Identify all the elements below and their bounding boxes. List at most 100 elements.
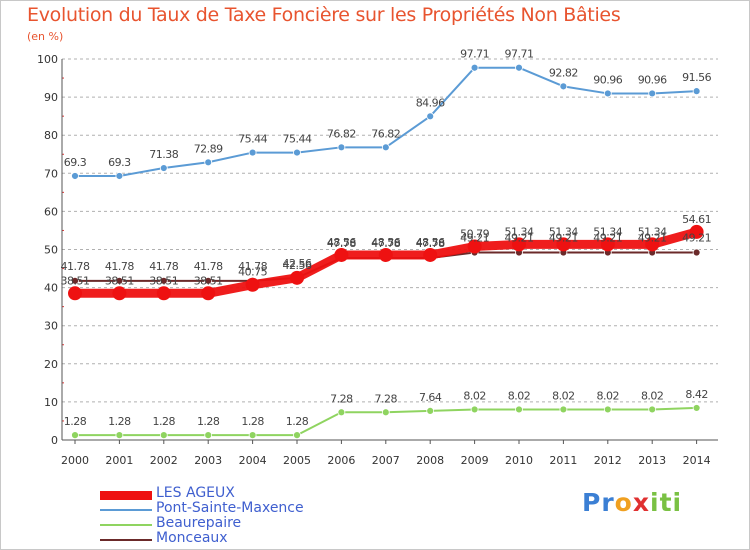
data-point (115, 172, 124, 180)
x-tick-label: 2011 (549, 454, 577, 467)
data-point (159, 431, 168, 440)
x-tick-label: 2013 (638, 454, 666, 467)
data-point (467, 239, 482, 254)
x-tick-label: 2009 (461, 454, 489, 467)
data-label: 75.44 (283, 133, 312, 146)
y-tick-label: 40 (44, 282, 58, 295)
data-label: 91.56 (682, 71, 711, 84)
data-label: 48.56 (371, 236, 400, 249)
data-point (204, 431, 213, 440)
data-label: 90.96 (638, 73, 667, 86)
x-tick-label: 2003 (194, 454, 222, 467)
data-point (648, 405, 657, 414)
data-point (470, 405, 479, 414)
data-label: 8.02 (641, 389, 664, 402)
data-label: 76.82 (371, 127, 400, 140)
data-label: 51.34 (593, 225, 622, 238)
chart-title: Evolution du Taux de Taxe Foncière sur l… (27, 4, 621, 26)
data-label: 38.51 (149, 274, 178, 287)
data-label: 42.56 (283, 257, 312, 270)
data-point (248, 431, 257, 440)
legend-label-monceaux: Monceaux (156, 530, 228, 546)
data-point (115, 431, 124, 440)
logo-letter: i (672, 488, 683, 517)
data-label: 72.89 (194, 142, 223, 155)
data-label: 38.51 (194, 274, 223, 287)
x-tick-label: 2008 (416, 454, 444, 467)
data-label: 8.02 (508, 389, 531, 402)
x-tick-label: 2014 (683, 454, 711, 467)
data-point (512, 237, 526, 252)
data-point (290, 270, 304, 285)
data-label: 1.28 (108, 415, 131, 428)
data-label: 51.34 (549, 225, 578, 238)
data-label: 47.78 (327, 237, 356, 250)
data-label: 84.96 (416, 96, 445, 109)
data-point (426, 112, 435, 121)
data-label: 92.82 (549, 66, 578, 79)
data-label: 51.34 (505, 225, 534, 238)
data-point (115, 276, 124, 285)
data-point (692, 87, 701, 96)
data-point (603, 405, 612, 414)
data-label: 1.28 (241, 415, 264, 428)
data-point (293, 431, 301, 440)
data-label: 49.21 (593, 232, 622, 245)
data-label: 75.44 (238, 133, 267, 146)
data-point (204, 158, 213, 167)
logo-letter: x (632, 488, 650, 517)
logo-letter: o (614, 488, 633, 517)
data-label: 47.78 (371, 237, 400, 250)
x-tick-label: 2010 (505, 454, 533, 467)
proxiti-logo: Proxiti (582, 488, 682, 517)
y-tick-label: 10 (44, 396, 58, 409)
data-point (423, 247, 438, 262)
legend-label-les-ageux: LES AGEUX (156, 485, 235, 501)
data-point (68, 286, 82, 301)
data-point (293, 148, 301, 157)
data-label: 69.3 (108, 156, 131, 169)
legend-swatch-pont-sainte-maxence (100, 509, 152, 511)
data-label: 7.28 (375, 392, 398, 405)
data-point (515, 63, 523, 72)
chart-unit-label: (en %) (27, 30, 64, 43)
x-tick-label: 2001 (105, 454, 133, 467)
data-label: 8.02 (597, 389, 620, 402)
data-label: 40.75 (238, 266, 267, 279)
x-tick-label: 2005 (283, 454, 311, 467)
x-tick-label: 2002 (150, 454, 178, 467)
y-tick-label: 50 (44, 244, 58, 257)
data-label: 97.71 (460, 48, 489, 61)
data-point (381, 408, 390, 417)
data-label: 41.78 (61, 260, 90, 273)
data-point (556, 237, 571, 252)
data-point (112, 286, 127, 301)
data-label: 1.28 (286, 415, 309, 428)
data-label: 48.56 (416, 236, 445, 249)
data-label: 41.78 (194, 260, 223, 273)
data-label: 48.56 (327, 236, 356, 249)
x-tick-label: 2007 (372, 454, 400, 467)
data-point (71, 172, 79, 180)
x-tick-label: 2000 (61, 454, 89, 467)
data-label: 49.21 (460, 232, 489, 245)
data-point (337, 408, 346, 417)
data-point (645, 237, 660, 252)
y-tick-label: 30 (44, 320, 58, 333)
data-point (559, 405, 568, 414)
y-tick-label: 80 (44, 129, 58, 142)
y-tick-label: 60 (44, 205, 58, 218)
data-point (248, 148, 257, 157)
legend-label-pont-sainte-maxence: Pont-Sainte-Maxence (156, 500, 304, 516)
data-label: 69.3 (64, 156, 87, 169)
x-tick-label: 2006 (327, 454, 355, 467)
data-label: 51.34 (638, 225, 667, 238)
x-tick-label: 2012 (594, 454, 622, 467)
data-point (156, 286, 171, 301)
data-point (334, 247, 349, 262)
data-point (426, 406, 435, 415)
data-point (559, 82, 568, 91)
data-label: 47.78 (416, 237, 445, 250)
